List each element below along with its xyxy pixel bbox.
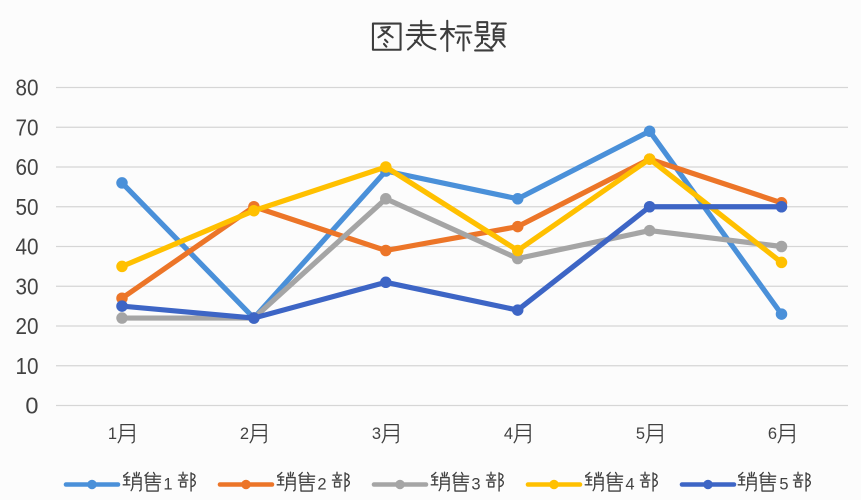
- svg-text:20: 20: [16, 313, 39, 339]
- svg-text:3: 3: [471, 476, 480, 494]
- svg-text:40: 40: [16, 234, 39, 260]
- svg-text:2: 2: [240, 425, 249, 443]
- svg-text:1: 1: [108, 425, 117, 443]
- svg-text:5: 5: [779, 476, 788, 494]
- svg-text:1: 1: [163, 476, 172, 494]
- svg-text:50: 50: [16, 194, 39, 220]
- svg-text:70: 70: [16, 114, 39, 140]
- svg-text:4: 4: [625, 476, 634, 494]
- svg-text:30: 30: [16, 273, 39, 299]
- svg-text:80: 80: [16, 75, 39, 101]
- svg-text:6: 6: [768, 425, 777, 443]
- svg-text:60: 60: [16, 154, 39, 180]
- svg-text:2: 2: [317, 476, 326, 494]
- svg-text:4: 4: [504, 425, 513, 443]
- svg-text:5: 5: [636, 425, 645, 443]
- svg-text:10: 10: [16, 353, 39, 379]
- svg-text:0: 0: [25, 393, 38, 419]
- svg-text:3: 3: [372, 425, 381, 443]
